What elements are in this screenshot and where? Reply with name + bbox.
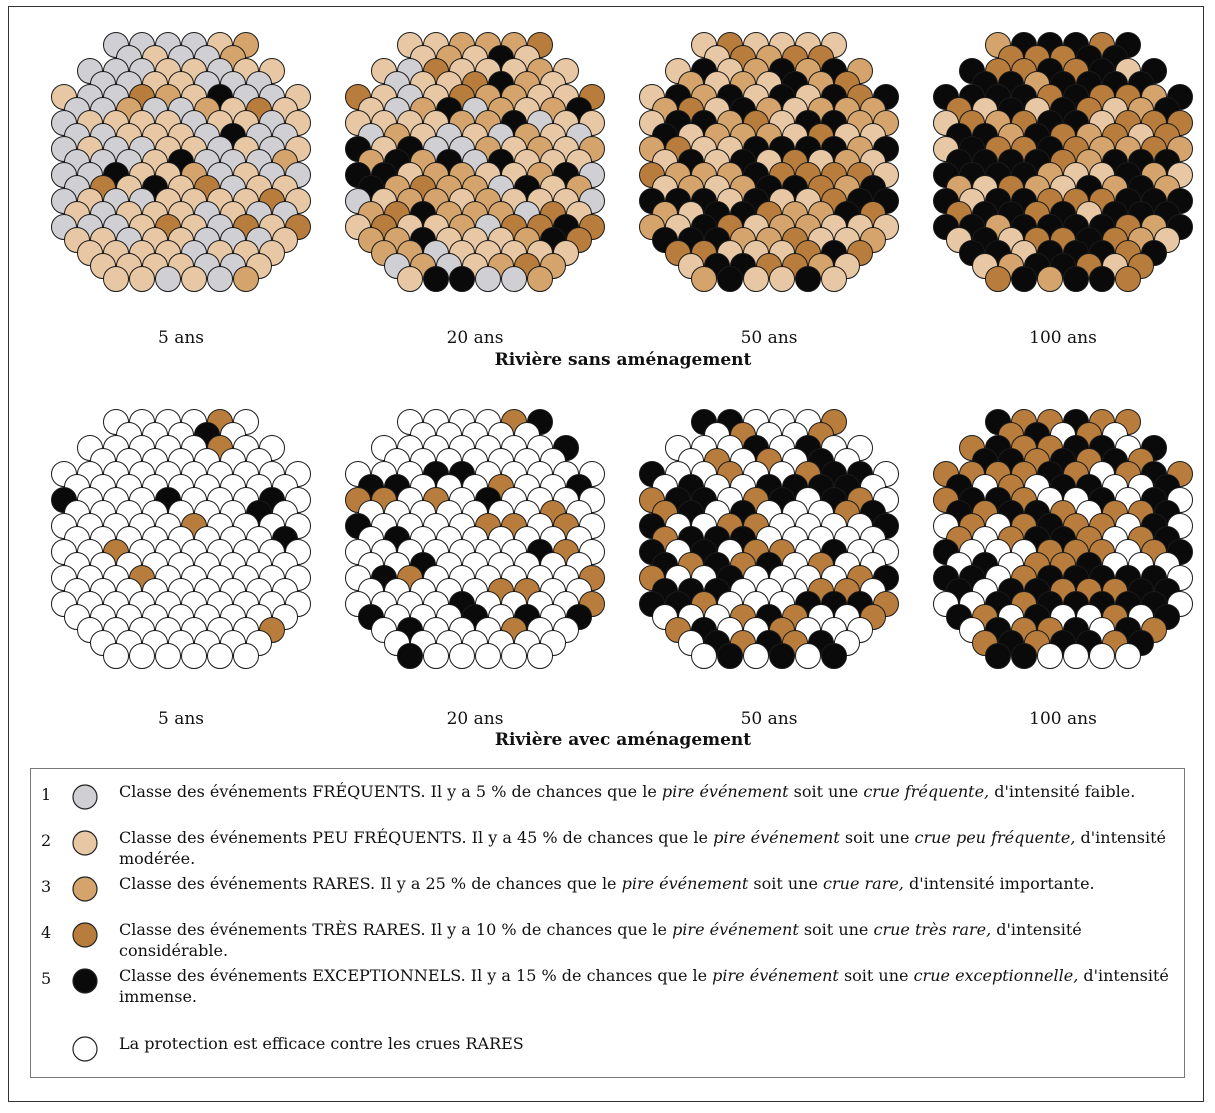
legend-box: 1 Classe des événements FRÉQUENTS. Il y … (30, 768, 1185, 1078)
event-circle (233, 643, 259, 669)
event-circle (1037, 643, 1063, 669)
event-circle (475, 643, 501, 669)
event-circle (103, 643, 129, 669)
legend-number: 2 (41, 831, 52, 850)
event-circle (501, 643, 527, 669)
event-circle (423, 643, 449, 669)
event-circle (501, 266, 527, 292)
panel-label: 5 ans (157, 328, 205, 348)
legend-text: Classe des événements TRÈS RARES. Il y a… (119, 920, 1082, 960)
event-circle (423, 266, 449, 292)
legend-swatch (72, 922, 98, 948)
event-circle (795, 643, 821, 669)
event-circle (1115, 643, 1141, 669)
octagon-grid (345, 409, 605, 669)
legend-text: Classe des événements RARES. Il y a 25 %… (119, 874, 1095, 893)
event-circle (527, 266, 553, 292)
section-title: Rivière sans aménagement (494, 350, 752, 370)
event-circle (129, 643, 155, 669)
event-circle (1089, 266, 1115, 292)
event-circle (691, 643, 717, 669)
event-circle (691, 266, 717, 292)
legend-circle (72, 1036, 98, 1062)
octagon-grid (51, 409, 311, 669)
octagon-grid (51, 32, 311, 292)
event-circle (717, 643, 743, 669)
legend-swatch (72, 784, 98, 810)
legend-text: La protection est efficace contre les cr… (119, 1034, 524, 1053)
event-circle (985, 643, 1011, 669)
panel-label: 100 ans (1029, 709, 1097, 729)
panel-label: 20 ans (446, 328, 504, 348)
event-circle (527, 643, 553, 669)
event-circle (1063, 643, 1089, 669)
event-circle (1089, 643, 1115, 669)
event-circle (1037, 266, 1063, 292)
event-circle (1063, 266, 1089, 292)
legend-circle (72, 922, 98, 948)
legend-swatch (72, 830, 98, 856)
legend-text: Classe des événements EXCEPTIONNELS. Il … (119, 966, 1169, 1006)
legend-number: 3 (41, 877, 52, 896)
octagon-grid (639, 32, 899, 292)
event-circle (769, 643, 795, 669)
event-circle (743, 643, 769, 669)
event-circle (743, 266, 769, 292)
event-circle (449, 643, 475, 669)
event-circle (985, 266, 1011, 292)
legend-number: 5 (41, 969, 52, 988)
panel-label: 50 ans (740, 709, 798, 729)
event-circle (821, 643, 847, 669)
panel-label: 20 ans (446, 709, 504, 729)
event-circle (103, 266, 129, 292)
octagon-grid (933, 32, 1193, 292)
legend-circle (72, 784, 98, 810)
section-title: Rivière avec aménagement (494, 730, 752, 750)
legend-circle (72, 830, 98, 856)
event-circle (207, 643, 233, 669)
event-circle (449, 266, 475, 292)
legend-number: 1 (41, 785, 52, 804)
event-circle (181, 266, 207, 292)
legend-number: 4 (41, 923, 52, 942)
event-circle (397, 266, 423, 292)
legend-swatch (72, 876, 98, 902)
event-circle (233, 266, 259, 292)
legend-text: Classe des événements PEU FRÉQUENTS. Il … (119, 828, 1166, 868)
event-circle (1115, 266, 1141, 292)
event-circle (769, 266, 795, 292)
figure-frame (8, 6, 1204, 1102)
panel-label: 50 ans (740, 328, 798, 348)
panel-label: 5 ans (157, 709, 205, 729)
event-circle (1011, 266, 1037, 292)
event-circle (207, 266, 233, 292)
event-circle (821, 266, 847, 292)
event-circle (717, 266, 743, 292)
event-circle (1011, 643, 1037, 669)
octagon-grid (345, 32, 605, 292)
event-circle (475, 266, 501, 292)
event-circle (795, 266, 821, 292)
event-circle (397, 643, 423, 669)
legend-swatch (72, 968, 98, 994)
event-circle (129, 266, 155, 292)
octagon-grid (639, 409, 899, 669)
legend-text: Classe des événements FRÉQUENTS. Il y a … (119, 782, 1136, 801)
event-circle (181, 643, 207, 669)
legend-swatch (72, 1036, 98, 1062)
legend-circle (72, 876, 98, 902)
event-circle (155, 643, 181, 669)
event-circle (155, 266, 181, 292)
octagon-grid (933, 409, 1193, 669)
panel-label: 100 ans (1029, 328, 1097, 348)
legend-circle (72, 968, 98, 994)
